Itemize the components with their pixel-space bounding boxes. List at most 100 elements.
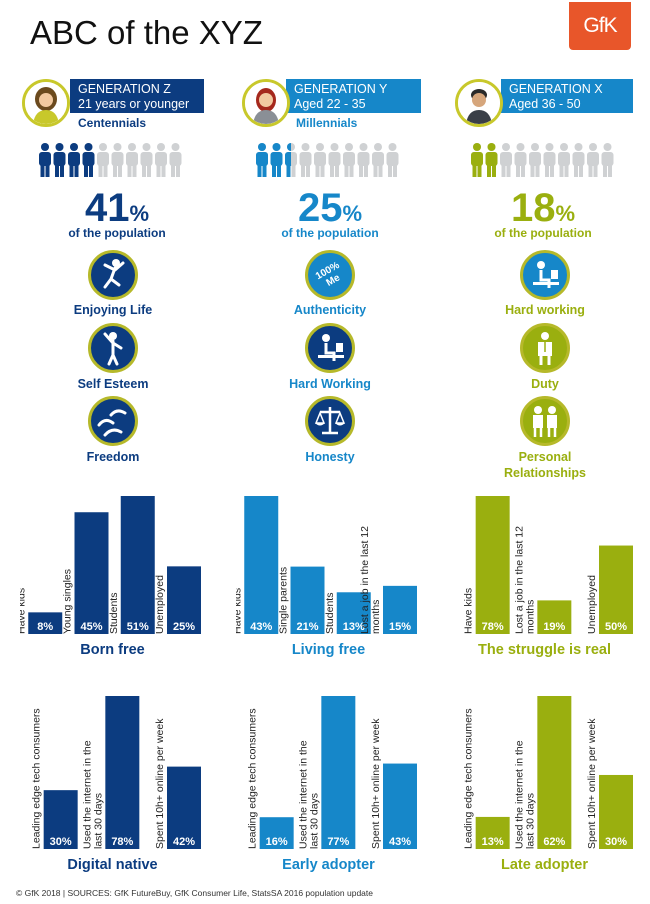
bar <box>259 817 294 849</box>
bar-value-label: 13% <box>482 836 504 848</box>
bar-category-label: Used the internet in thelast 30 days <box>297 740 320 849</box>
struggle-is-real-chart: 78% Have kids 19% Lost a job in the last 12… <box>463 496 633 634</box>
bar-category-label: Used the internet in thelast 30 days <box>81 740 104 849</box>
person-icon <box>97 143 109 177</box>
gen-x-value-2-label: Duty <box>531 377 559 391</box>
person-icon <box>270 143 283 177</box>
bar-value-label: 30% <box>605 836 627 848</box>
bar <box>167 566 201 634</box>
bar-value-label: 51% <box>127 621 149 633</box>
flying-birds-icon <box>88 396 138 446</box>
jumping-person-icon <box>88 250 138 300</box>
person-icon <box>68 143 80 177</box>
bar-category-label: Spent 10h+ online per week <box>586 718 598 849</box>
bar <box>383 763 417 849</box>
living-free-title: Living free <box>291 642 366 658</box>
person-icon <box>140 143 153 177</box>
gen-z-people-icons <box>38 142 188 178</box>
gen-y-people-icons <box>255 142 405 178</box>
person-icon <box>572 143 585 177</box>
person-icon <box>343 143 355 177</box>
bar <box>28 612 63 634</box>
person-icon <box>285 143 297 177</box>
struggle-is-real-title: The struggle is real <box>478 642 611 658</box>
bar-value-label: 45% <box>80 621 102 633</box>
bar-category-label: Unemployed <box>154 575 166 634</box>
bar-category-label: Have kids <box>20 588 27 634</box>
bar-category-label: Unemployed <box>586 575 598 634</box>
bar-category-label: Single parents <box>278 567 290 634</box>
bar-category-label: Leading edge tech consumers <box>247 708 259 849</box>
bar-value-label: 16% <box>266 836 288 848</box>
person-icon <box>82 143 95 177</box>
bar <box>475 496 510 634</box>
bar-value-label: 8% <box>37 621 53 633</box>
bar-category-label: Have kids <box>463 588 475 634</box>
bar-value-label: 77% <box>327 836 349 848</box>
bar <box>599 545 633 634</box>
gen-x-value-3-label: Personal Relationships <box>504 450 586 480</box>
bar-category-label: Lost a job in the last 12months <box>513 526 536 634</box>
person-icon <box>386 143 399 177</box>
gen-y-nickname: Millennials <box>296 116 358 130</box>
person-icon <box>39 143 51 177</box>
bar-value-label: 13% <box>343 621 365 633</box>
person-icon <box>53 143 66 177</box>
bar <box>475 816 510 849</box>
gen-z-nickname: Centennials <box>78 116 147 130</box>
living-free-chart: 43% Have kids 21% Single parents 13% Students… <box>236 496 417 634</box>
gen-z-age: 21 years or younger <box>78 97 190 111</box>
gen-x-name: GENERATION X <box>509 82 603 96</box>
woman-red-hair-icon <box>242 79 290 127</box>
bar <box>336 592 371 634</box>
bar <box>74 512 109 634</box>
100-percent-me-icon: 100% Me <box>305 250 355 300</box>
bar <box>321 696 356 849</box>
gen-y-age: Aged 22 - 35 <box>294 97 366 111</box>
gen-z-value-2-label: Self Esteem <box>77 377 149 391</box>
person-in-suit-icon <box>520 323 570 373</box>
bar <box>120 496 155 634</box>
gen-y-value-3-label: Honesty <box>305 450 355 464</box>
bar-value-label: 30% <box>50 836 72 848</box>
gen-x-people-icons <box>470 142 620 178</box>
person-icon <box>169 143 182 177</box>
early-adopter-chart: 16% Leading edge tech consumers 77% Used th… <box>247 696 417 849</box>
bar-category-label: Used the internet in thelast 30 days <box>513 740 536 849</box>
bar <box>105 696 140 849</box>
bar <box>537 696 572 849</box>
bar <box>244 496 279 634</box>
gen-y-value-2-label: Hard Working <box>289 377 371 391</box>
person-icon <box>126 143 138 177</box>
person-icon <box>587 143 599 177</box>
late-adopter-chart: 13% Leading edge tech consumers 62% Used th… <box>463 696 633 849</box>
bar <box>167 766 201 849</box>
person-icon <box>111 143 124 177</box>
gen-y-population-label: of the population <box>281 226 379 240</box>
digital-native-chart: 30% Leading edge tech consumers 78% Used th… <box>31 696 201 849</box>
person-icon <box>328 143 341 177</box>
gen-z-name: GENERATION Z <box>78 82 171 96</box>
bar-category-label: Lost a job in the last 12months <box>359 526 382 634</box>
bar-category-label: Students <box>324 593 336 634</box>
bar <box>290 566 325 634</box>
bar-category-label: Spent 10h+ online per week <box>370 718 382 849</box>
person-icon <box>485 143 498 177</box>
bar <box>383 585 417 634</box>
man-dark-hair-icon <box>455 79 503 127</box>
bar <box>599 774 633 849</box>
person-icon <box>372 143 384 177</box>
bar-value-label: 78% <box>482 621 504 633</box>
person-icon <box>529 143 541 177</box>
bar-category-label: Leading edge tech consumers <box>463 708 475 849</box>
gen-y-header: GENERATION Y Aged 22 - 35 <box>286 79 421 113</box>
person-icon <box>357 143 370 177</box>
gen-x-percentage: 18% <box>510 186 576 230</box>
early-adopter-title: Early adopter <box>282 857 375 873</box>
footer-sources: © GfK 2018 | SOURCES: GfK FutureBuy, GfK… <box>16 888 373 898</box>
gen-z-header: GENERATION Z 21 years or younger <box>70 79 204 113</box>
person-icon <box>256 143 268 177</box>
person-at-desk-icon <box>520 250 570 300</box>
person-icon <box>601 143 614 177</box>
bar-value-label: 43% <box>389 836 411 848</box>
